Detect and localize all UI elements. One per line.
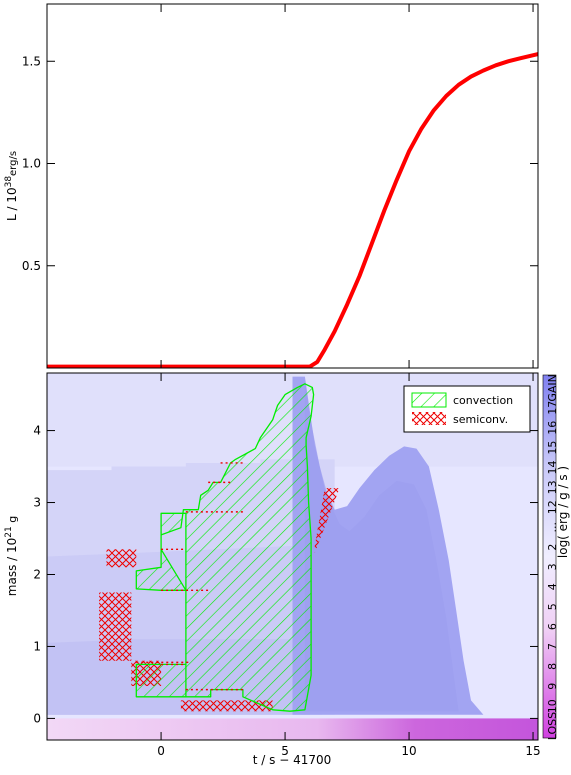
colorbar-label: 9 <box>546 683 559 690</box>
colorbar-label: 16 <box>546 421 559 435</box>
colorbar-label: 5 <box>546 603 559 610</box>
colorbar-label: 2 <box>546 544 559 551</box>
semiconvection-region <box>106 549 137 568</box>
colorbar-label: GAIN <box>546 374 559 402</box>
semiconvection-region <box>180 700 273 712</box>
semiconvection-region <box>314 488 340 553</box>
top-plot-frame <box>46 3 539 369</box>
bottom-x-tick-label: 5 <box>281 744 289 758</box>
colorbar-label: LOSS <box>546 712 559 740</box>
bottom-x-tick-label: 0 <box>157 744 165 758</box>
bottom-y-tick-label: 0 <box>33 711 41 725</box>
colorbar-label: 10 <box>546 699 559 713</box>
legend-convection-swatch <box>411 392 447 408</box>
top-y-axis-label: L / 1038erg/s <box>4 151 19 221</box>
heating-plume-core <box>304 380 459 712</box>
bottom-x-tick-label: 15 <box>525 744 540 758</box>
colorbar-label: ... <box>546 522 559 533</box>
top-y-tick-label: 0.5 <box>22 259 41 273</box>
bottom-y-tick-label: 2 <box>33 567 41 581</box>
luminosity-panel: 0.5 1.0 1.5 L / 1038erg/s <box>4 3 539 369</box>
colorbar-gradient <box>542 374 557 739</box>
colorbar-label: 15 <box>546 441 559 455</box>
colorbar-label: 14 <box>546 461 559 475</box>
top-y-tick-label: 1.5 <box>22 54 41 68</box>
colorbar-title: log( erg / g / s ) <box>556 466 570 558</box>
convection-zone <box>135 383 315 712</box>
legend: convection semiconv. <box>403 385 531 433</box>
colorbar-label: 3 <box>546 563 559 570</box>
semiconvection-region <box>99 592 132 661</box>
colorbar-label: 12 <box>546 500 559 514</box>
legend-semiconv-label: semiconv. <box>453 413 508 426</box>
colorbar-label: 17 <box>546 401 559 415</box>
bottom-x-tick-label: 10 <box>401 744 416 758</box>
bottom-plot-frame <box>46 372 539 741</box>
colorbar-label: 6 <box>546 623 559 630</box>
bottom-y-tick-label: 3 <box>33 496 41 510</box>
colorbar-label: 7 <box>546 643 559 650</box>
legend-convection-label: convection <box>453 394 513 407</box>
colorbar-label: 4 <box>546 583 559 590</box>
colorbar-label: 13 <box>546 480 559 494</box>
top-y-tick-label: 1.0 <box>22 157 41 171</box>
luminosity-line <box>47 52 538 368</box>
legend-semiconv-swatch <box>412 412 446 425</box>
bottom-y-tick-label: 1 <box>33 639 41 653</box>
cooling-loss-band <box>47 718 538 740</box>
bottom-y-tick-label: 4 <box>33 424 41 438</box>
colorbar-label: 8 <box>546 663 559 670</box>
bottom-y-axis-label: mass / 1021 g <box>4 516 19 596</box>
bottom-x-axis-label: t / s − 41700 <box>253 753 332 767</box>
